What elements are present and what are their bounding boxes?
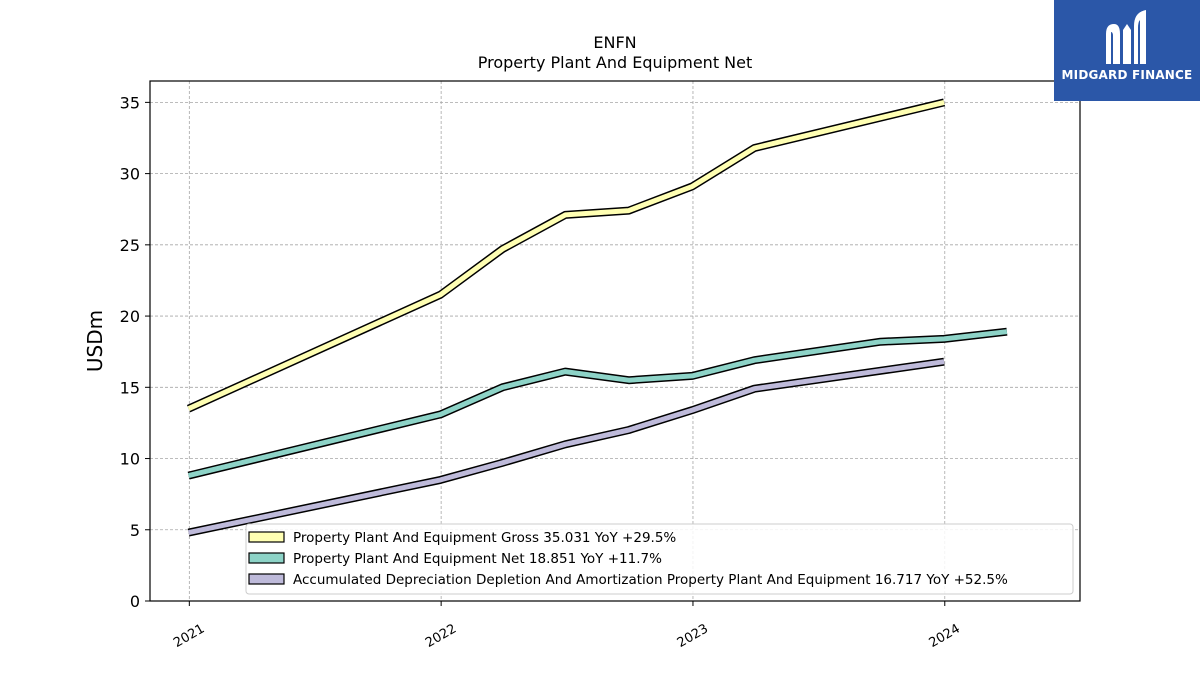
y-tick-label: 5 <box>130 521 140 540</box>
y-tick-label: 35 <box>120 93 140 112</box>
legend-box <box>245 523 1074 595</box>
x-tick-label: 2024 <box>927 621 963 651</box>
x-tick-label: 2023 <box>675 621 711 651</box>
legend-swatch <box>248 531 285 543</box>
chart-title: ENFN <box>593 33 636 52</box>
y-tick-label: 25 <box>120 236 140 255</box>
y-axis-label: USDm <box>83 310 107 372</box>
series-line-2 <box>188 359 945 536</box>
legend-entry: Accumulated Depreciation Depletion And A… <box>293 572 1008 588</box>
y-tick-label: 20 <box>120 307 140 326</box>
chart-subtitle: Property Plant And Equipment Net <box>478 53 753 72</box>
plot-frame <box>149 80 1081 602</box>
brand-logo: MIDGARD FINANCE <box>1054 0 1200 101</box>
series-line-0 <box>187 99 945 411</box>
y-tick-label: 15 <box>120 378 140 397</box>
series-layer <box>186 98 1008 537</box>
legend-swatch <box>248 552 285 564</box>
legend-swatch <box>248 573 285 585</box>
y-tick-label: 30 <box>120 165 140 184</box>
y-tick-label: 10 <box>120 450 140 469</box>
x-axis: 2021 2022 2023 2024 <box>171 601 963 651</box>
y-axis: 0 5 10 15 20 25 30 35 <box>120 93 150 611</box>
x-tick-label: 2022 <box>423 621 459 651</box>
x-tick-label: 2021 <box>171 621 207 651</box>
legend-entry: Property Plant And Equipment Net 18.851 … <box>293 551 662 567</box>
y-tick-label: 0 <box>130 592 140 611</box>
series-line-outline-0 <box>186 98 946 413</box>
midgard-m-logo-icon <box>1106 10 1146 64</box>
brand-name: MIDGARD FINANCE <box>1061 68 1193 82</box>
legend-entry: Property Plant And Equipment Gross 35.03… <box>293 530 676 546</box>
series-line-1 <box>188 329 1008 479</box>
legend: Property Plant And Equipment Gross 35.03… <box>245 523 1074 595</box>
